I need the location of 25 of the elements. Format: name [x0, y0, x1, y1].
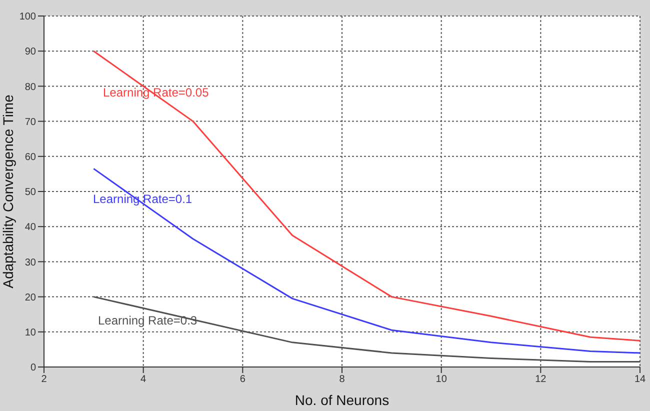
y-tick-label: 60: [24, 152, 36, 163]
y-tick-label: 40: [24, 222, 36, 234]
y-tick-label: 90: [24, 46, 36, 58]
series-label: Learning Rate=0.3: [98, 314, 198, 328]
y-tick-label: 10: [24, 327, 36, 338]
x-tick-label: 6: [240, 374, 246, 386]
x-tick-label: 10: [436, 374, 448, 386]
series-label: Learning Rate=0.1: [93, 192, 192, 206]
y-tick-label: 20: [24, 292, 36, 304]
y-tick-label: 100: [19, 12, 36, 23]
x-tick-label: 14: [634, 374, 646, 386]
y-tick-label: 50: [24, 187, 36, 198]
x-tick-label: 4: [140, 374, 147, 386]
line-series: [92, 168, 640, 354]
x-tick-label: 2: [41, 374, 48, 386]
line-series: [92, 50, 640, 342]
y-tick-label: 0: [30, 362, 36, 374]
x-tick-label: 12: [535, 374, 547, 386]
y-tick-label: 70: [24, 116, 36, 128]
y-tick-label: 30: [24, 257, 36, 268]
x-axis-title: No. of Neurons: [294, 392, 390, 408]
y-tick-label: 80: [24, 82, 36, 93]
y-axis-title: Adaptability Convergence Time: [0, 94, 16, 288]
x-tick-label: 8: [339, 374, 346, 386]
series-label: Learning Rate=0.05: [103, 85, 210, 100]
